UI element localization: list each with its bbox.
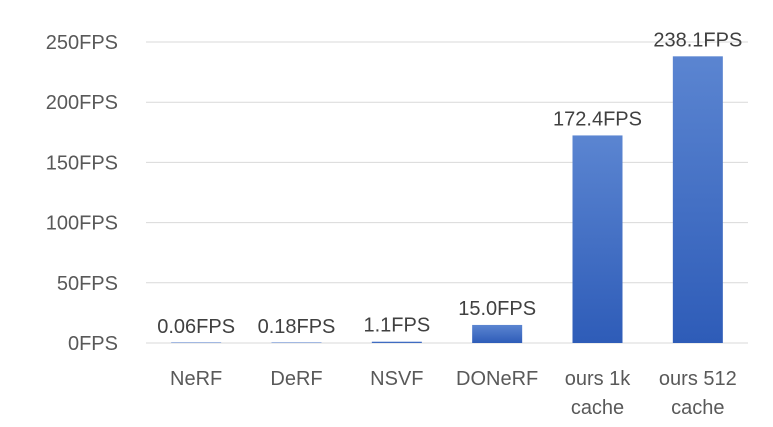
bar [472, 324, 523, 343]
data-label: 238.1FPS [653, 29, 742, 51]
bar [572, 135, 623, 343]
x-category-label: ours 1k [565, 368, 632, 390]
data-label: 15.0FPS [458, 298, 536, 320]
y-tick-label: 200FPS [46, 92, 118, 114]
x-category-label: DONeRF [456, 368, 538, 390]
gridlines [146, 41, 748, 344]
x-category-label: NeRF [170, 368, 222, 390]
x-axis-category-labels: NeRF DeRF NSVF DONeRF ours 1k cache ours 512 ca… [170, 368, 737, 419]
bar [271, 342, 322, 343]
bar [171, 342, 222, 343]
data-label: 172.4FPS [553, 108, 642, 130]
x-category-label: DeRF [270, 368, 322, 390]
bars [171, 56, 723, 343]
y-tick-label: 0FPS [68, 333, 118, 355]
bar [672, 56, 723, 343]
y-tick-label: 150FPS [46, 152, 118, 174]
x-category-label: cache [571, 397, 624, 419]
y-axis-tick-labels: 0FPS 50FPS 100FPS 150FPS 200FPS 250FPS [46, 32, 118, 355]
y-tick-label: 250FPS [46, 32, 118, 54]
y-tick-label: 100FPS [46, 213, 118, 235]
x-category-label: ours 512 [659, 368, 737, 390]
y-tick-label: 50FPS [57, 273, 118, 295]
data-label: 0.18FPS [258, 316, 336, 338]
x-category-label: NSVF [370, 368, 423, 390]
data-labels: 0.06FPS 0.18FPS 1.1FPS 15.0FPS 172.4FPS 238.1… [157, 29, 742, 338]
x-category-label: cache [671, 397, 724, 419]
data-label: 1.1FPS [363, 315, 430, 337]
data-label: 0.06FPS [157, 316, 235, 338]
bar [371, 341, 422, 343]
